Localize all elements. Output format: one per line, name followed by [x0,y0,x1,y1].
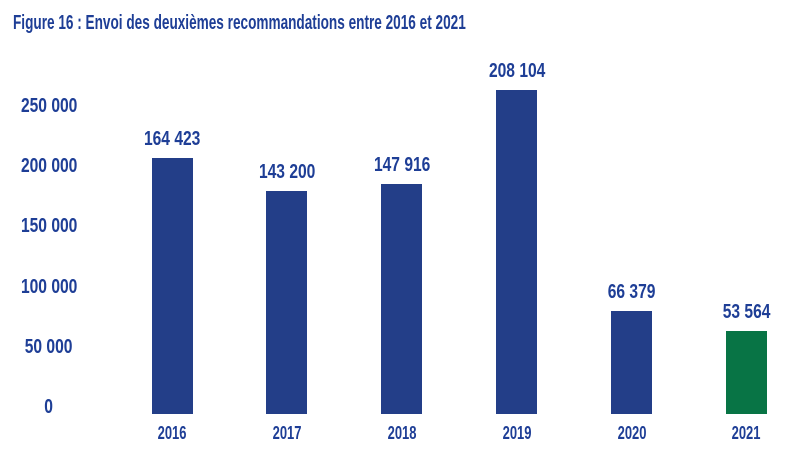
x-axis-category-label: 2018 [387,423,417,443]
x-axis-category-label-container: 2017 [227,424,347,444]
x-axis-category-label-container: 2019 [457,424,577,444]
bar-value-label-container: 53 564 [687,300,800,323]
x-axis-category-label: 2016 [157,423,187,443]
x-axis-category-label-container: 2020 [572,424,692,444]
y-axis-tick-label: 100 000 [4,275,94,298]
x-axis-category-label-container: 2016 [112,424,232,444]
bar-value-label-container: 143 200 [227,160,347,183]
bar-2016 [151,157,193,414]
bar-2020 [611,310,653,414]
bar-2021 [726,330,767,414]
y-axis-tick-text: 100 000 [20,275,78,298]
bar-value-label: 147 916 [373,153,430,176]
x-axis-category-label: 2021 [732,423,761,443]
bar-value-label-container: 208 104 [457,59,577,82]
bar-value-label-container: 66 379 [572,280,692,303]
bar-value-label-container: 164 423 [112,127,232,150]
bar-2017 [266,190,308,414]
y-axis-tick-text: 200 000 [20,155,78,178]
bar-2019 [496,89,538,414]
y-axis-tick-text: 0 [44,396,54,418]
y-axis-tick-label: 0 [4,396,94,418]
y-axis-tick-label: 50 000 [4,335,94,358]
x-axis-category-label: 2020 [617,423,647,443]
bar-value-label: 143 200 [258,160,316,183]
bar-value-label: 164 423 [143,127,201,150]
y-axis-tick-label: 150 000 [4,215,94,238]
y-axis-tick-text: 150 000 [20,215,78,238]
bar-value-label-container: 147 916 [342,153,462,176]
bar-value-label: 53 564 [722,300,771,323]
x-axis-category-label-container: 2018 [342,424,462,444]
y-axis-tick-label: 250 000 [4,95,94,117]
x-axis-category-label-container: 2021 [687,424,800,444]
bar-value-label: 66 379 [607,280,656,303]
bar-value-label: 208 104 [488,59,545,82]
x-axis-category-label: 2019 [502,423,532,443]
figure-title-container: Figure 16 : Envoi des deuxièmes recomman… [13,12,679,34]
y-axis-tick-text: 50 000 [25,335,73,358]
bar-2018 [381,183,423,414]
figure-title: Figure 16 : Envoi des deuxièmes recomman… [13,12,466,34]
y-axis-tick-label: 200 000 [4,155,94,178]
x-axis-category-label: 2017 [272,423,302,443]
y-axis-tick-text: 250 000 [20,95,78,117]
